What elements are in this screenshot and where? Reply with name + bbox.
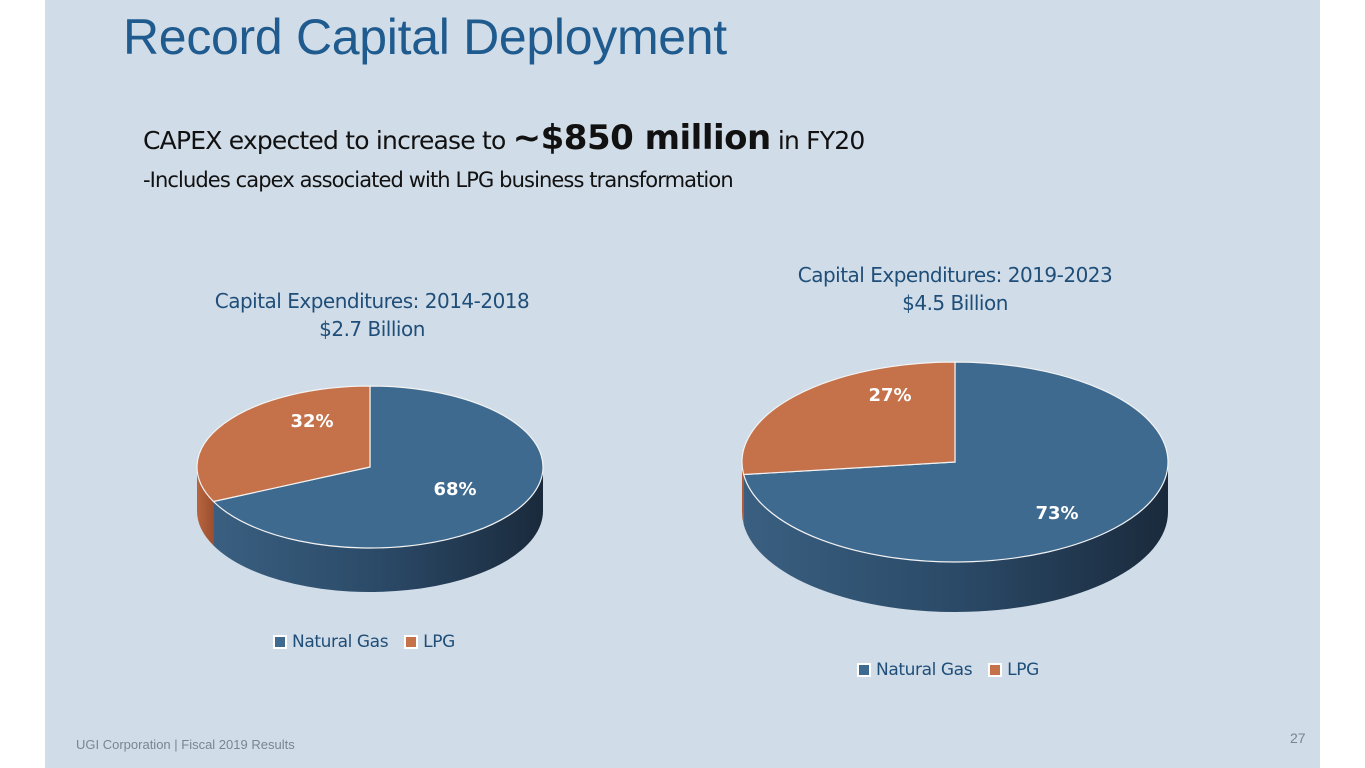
legend-item-lpg: LPG bbox=[404, 632, 455, 652]
legend-label: LPG bbox=[423, 632, 455, 652]
legend-swatch-natural-gas bbox=[857, 663, 871, 677]
data-label-natural-gas: 73% bbox=[1035, 503, 1078, 524]
slide-title: Record Capital Deployment bbox=[123, 9, 727, 65]
pie-chart-2019-2023: 73% 27% bbox=[741, 361, 1169, 613]
chart1-title: Capital Expenditures: 2014-2018 bbox=[214, 289, 530, 313]
chart2-legend: Natural Gas LPG bbox=[857, 660, 1055, 680]
capex-amount: ~$850 million bbox=[512, 118, 772, 158]
legend-label: Natural Gas bbox=[292, 632, 389, 652]
data-label-lpg: 32% bbox=[290, 411, 333, 432]
pie-slice-lpg bbox=[196, 385, 371, 503]
pie-chart-2014-2018: 68% 32% bbox=[196, 385, 544, 592]
capex-headline-pre: CAPEX expected to increase to bbox=[143, 126, 513, 155]
chart2-title: Capital Expenditures: 2019-2023 bbox=[797, 263, 1113, 287]
chart2-total: $4.5 Billion bbox=[902, 291, 1008, 315]
chart1-title-block: Capital Expenditures: 2014-2018 $2.7 Bil… bbox=[172, 287, 572, 343]
data-label-lpg: 27% bbox=[868, 385, 911, 406]
capex-note: -Includes capex associated with LPG busi… bbox=[143, 168, 734, 192]
capex-headline-post: in FY20 bbox=[770, 126, 865, 155]
legend-item-natural-gas: Natural Gas bbox=[273, 632, 389, 652]
legend-item-lpg: LPG bbox=[988, 660, 1039, 680]
legend-label: Natural Gas bbox=[876, 660, 973, 680]
pie-side-natural-gas bbox=[743, 462, 1168, 613]
legend-swatch-natural-gas bbox=[273, 635, 287, 649]
footer-text: UGI Corporation | Fiscal 2019 Results bbox=[76, 737, 295, 752]
pie-slice-natural-gas bbox=[212, 385, 544, 549]
legend-swatch-lpg bbox=[404, 635, 419, 649]
pie-side-natural-gas bbox=[213, 467, 544, 592]
chart2-title-block: Capital Expenditures: 2019-2023 $4.5 Bil… bbox=[755, 261, 1155, 317]
legend-label: LPG bbox=[1007, 660, 1039, 680]
chart1-legend: Natural Gas LPG bbox=[273, 632, 471, 652]
pie-slice-lpg bbox=[741, 361, 956, 476]
data-label-natural-gas: 68% bbox=[433, 479, 476, 500]
slide-background bbox=[45, 0, 1320, 768]
legend-swatch-lpg bbox=[988, 663, 1003, 677]
chart1-total: $2.7 Billion bbox=[319, 317, 425, 341]
pie-side-lpg bbox=[742, 462, 744, 525]
capex-headline: CAPEX expected to increase to ~$850 mill… bbox=[143, 118, 865, 158]
pie-slice-natural-gas bbox=[742, 361, 1169, 563]
pie-side-lpg bbox=[197, 467, 214, 546]
page-number: 27 bbox=[1290, 730, 1306, 746]
legend-item-natural-gas: Natural Gas bbox=[857, 660, 973, 680]
